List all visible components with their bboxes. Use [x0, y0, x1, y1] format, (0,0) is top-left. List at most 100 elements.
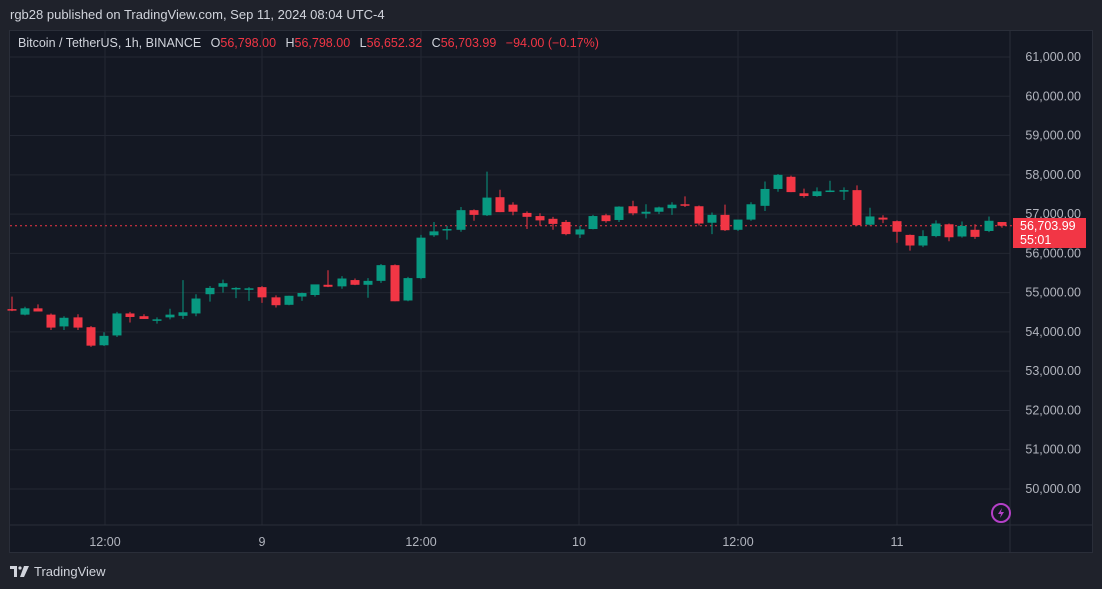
candle[interactable] — [839, 187, 849, 200]
candle[interactable] — [59, 316, 69, 330]
candle[interactable] — [548, 216, 558, 230]
candle[interactable] — [905, 234, 915, 251]
candle[interactable] — [257, 285, 267, 303]
candle[interactable] — [139, 314, 149, 319]
change-value: −94.00 (−0.17%) — [505, 36, 599, 50]
candle[interactable] — [654, 206, 664, 215]
candle[interactable] — [641, 204, 651, 219]
tradingview-branding[interactable]: TradingView — [10, 564, 106, 579]
candle[interactable] — [297, 292, 307, 301]
candle[interactable] — [760, 181, 770, 211]
candle[interactable] — [601, 213, 611, 223]
candle[interactable] — [733, 219, 743, 231]
candle[interactable] — [522, 211, 532, 230]
candle[interactable] — [852, 185, 862, 226]
open-value: 56,798.00 — [220, 36, 277, 50]
y-axis-tick: 61,000.00 — [1025, 50, 1081, 64]
candle[interactable] — [152, 317, 162, 324]
chart-frame[interactable] — [9, 30, 1093, 553]
candle[interactable] — [337, 276, 347, 289]
candle[interactable] — [218, 279, 228, 293]
candle[interactable] — [628, 200, 638, 216]
x-axis-tick: 12:00 — [405, 535, 436, 549]
candle[interactable] — [944, 223, 954, 242]
candle[interactable] — [7, 296, 17, 312]
y-axis-tick: 54,000.00 — [1025, 325, 1081, 339]
candle[interactable] — [112, 311, 122, 338]
close-value: 56,703.99 — [440, 36, 497, 50]
candle[interactable] — [984, 216, 994, 233]
y-axis-tick: 58,000.00 — [1025, 168, 1081, 182]
candle[interactable] — [125, 311, 135, 323]
candle[interactable] — [191, 294, 201, 317]
y-axis-tick: 51,000.00 — [1025, 443, 1081, 457]
candle[interactable] — [33, 304, 43, 312]
candle[interactable] — [892, 220, 902, 243]
high-label: H — [285, 36, 295, 50]
candle[interactable] — [812, 187, 822, 197]
candle[interactable] — [561, 219, 571, 236]
candle[interactable] — [614, 206, 624, 222]
candle[interactable] — [403, 276, 413, 302]
x-axis-tick: 9 — [259, 535, 266, 549]
candle[interactable] — [442, 225, 452, 240]
candle[interactable] — [746, 202, 756, 221]
candle[interactable] — [73, 314, 83, 330]
candle[interactable] — [707, 212, 717, 235]
candle[interactable] — [363, 278, 373, 298]
candle[interactable] — [799, 188, 809, 198]
bolt-glyph-icon — [998, 508, 1004, 518]
candle[interactable] — [244, 287, 254, 301]
candle[interactable] — [46, 313, 56, 330]
candle[interactable] — [205, 285, 215, 302]
candle[interactable] — [376, 263, 386, 283]
candle[interactable] — [86, 326, 96, 347]
candle[interactable] — [469, 209, 479, 221]
candle[interactable] — [786, 175, 796, 193]
candle[interactable] — [416, 234, 426, 280]
candle[interactable] — [720, 204, 730, 231]
candle[interactable] — [997, 222, 1007, 228]
y-axis-tick: 57,000.00 — [1025, 207, 1081, 221]
candle[interactable] — [535, 213, 545, 226]
candle[interactable] — [310, 284, 320, 297]
candle[interactable] — [667, 202, 677, 215]
candle[interactable] — [931, 220, 941, 238]
candle[interactable] — [694, 205, 704, 226]
candle[interactable] — [165, 308, 175, 320]
candle[interactable] — [575, 225, 585, 239]
candle[interactable] — [231, 287, 241, 299]
tradingview-logo-icon — [10, 565, 29, 577]
candle[interactable] — [588, 214, 598, 230]
lightning-bolt-icon[interactable] — [991, 503, 1011, 523]
candle[interactable] — [508, 202, 518, 216]
candle[interactable] — [20, 306, 30, 316]
candle[interactable] — [865, 207, 875, 226]
candle[interactable] — [825, 180, 835, 193]
y-axis-tick: 50,000.00 — [1025, 482, 1081, 496]
candle[interactable] — [178, 280, 188, 319]
bar-countdown: 55:01 — [1020, 233, 1052, 247]
candle[interactable] — [680, 196, 690, 208]
y-axis-tick: 53,000.00 — [1025, 364, 1081, 378]
candle[interactable] — [350, 278, 360, 286]
candle[interactable] — [323, 270, 333, 288]
symbol-label[interactable]: Bitcoin / TetherUS, 1h, BINANCE — [18, 36, 202, 50]
candle[interactable] — [878, 215, 888, 224]
brand-name: TradingView — [34, 564, 106, 579]
candle[interactable] — [429, 221, 439, 237]
candle[interactable] — [271, 295, 281, 308]
candle[interactable] — [482, 171, 492, 217]
candle[interactable] — [390, 264, 400, 302]
candle[interactable] — [99, 332, 109, 347]
candle[interactable] — [456, 207, 466, 232]
ohlc-legend: Bitcoin / TetherUS, 1h, BINANCE O56,798.… — [18, 36, 599, 50]
candle[interactable] — [773, 174, 783, 192]
candle[interactable] — [918, 230, 928, 248]
last-price: 56,703.99 — [1020, 219, 1076, 233]
candle[interactable] — [970, 224, 980, 239]
candle[interactable] — [495, 189, 505, 213]
candle[interactable] — [284, 295, 294, 306]
candle[interactable] — [957, 221, 967, 238]
